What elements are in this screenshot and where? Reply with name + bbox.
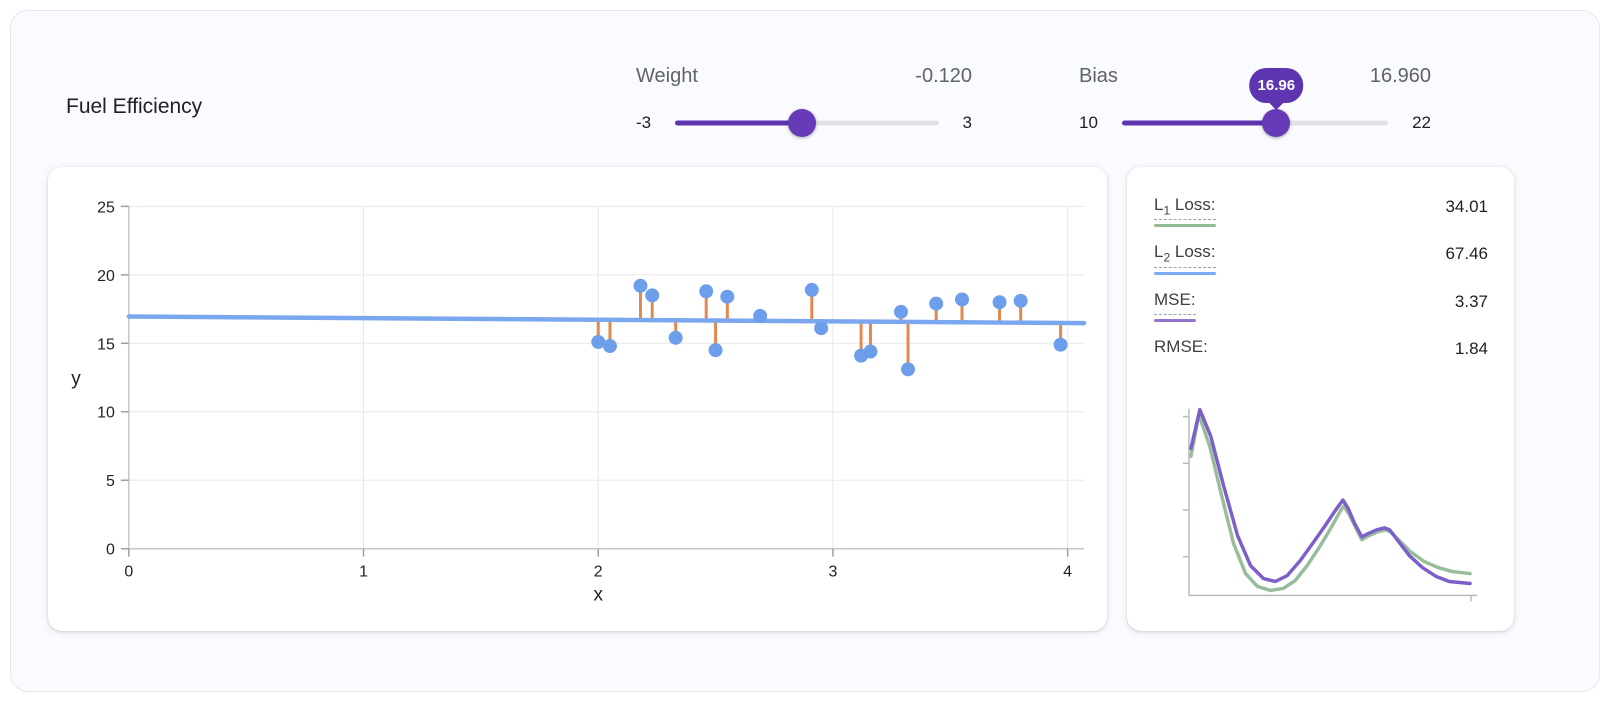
svg-text:10: 10 [97, 405, 115, 422]
weight-control-group: Weight -0.120 -3 3 [636, 65, 972, 137]
weight-max-label: 3 [962, 113, 972, 132]
metric-row-mse: MSE: 3.37 [1154, 290, 1488, 323]
legend-bar-mse [1154, 319, 1196, 323]
weight-slider-fill [675, 120, 802, 126]
metric-row-l2: L2 Loss: 67.46 [1154, 242, 1488, 275]
weight-slider[interactable] [675, 109, 939, 137]
metric-label-l1-loss[interactable]: L1 Loss: [1154, 195, 1216, 228]
svg-text:0: 0 [106, 542, 115, 559]
weight-slider-thumb[interactable] [787, 109, 816, 137]
metric-label-l2-loss[interactable]: L2 Loss: [1154, 242, 1216, 275]
bias-min-label: 10 [1079, 113, 1098, 132]
svg-text:y: y [71, 369, 81, 390]
bias-value: 16.960 [1369, 65, 1431, 87]
metric-value-l1: 34.01 [1445, 197, 1488, 216]
metric-row-rmse: RMSE: 1.84 [1154, 337, 1488, 361]
bias-max-label: 22 [1412, 113, 1431, 132]
bias-control-group: Bias 16.960 10 16.96 22 [1079, 65, 1431, 137]
svg-text:15: 15 [97, 336, 115, 353]
weight-min-label: -3 [636, 113, 652, 132]
metric-value-l2: 67.46 [1445, 244, 1488, 264]
svg-text:5: 5 [106, 473, 115, 490]
svg-text:0: 0 [124, 564, 133, 581]
svg-text:2: 2 [594, 564, 603, 581]
loss-curve-chart [1181, 406, 1488, 606]
svg-text:3: 3 [828, 564, 837, 581]
metric-label-mse[interactable]: MSE: [1154, 290, 1196, 323]
legend-bar-l2 [1154, 271, 1216, 275]
loss-chart-svg [1182, 407, 1478, 601]
bias-slider[interactable]: 16.96 [1121, 68, 1389, 137]
metric-row-l1: L1 Loss: 34.01 [1154, 195, 1488, 228]
metric-label-rmse: RMSE: [1154, 337, 1208, 357]
svg-text:4: 4 [1063, 564, 1072, 581]
metric-value-rmse: 1.84 [1454, 339, 1488, 359]
parameter-controls: Weight -0.120 -3 3 Bias [636, 65, 1431, 137]
bias-label: Bias [1079, 65, 1118, 87]
bias-slider-track[interactable] [1121, 120, 1389, 126]
svg-text:25: 25 [97, 199, 115, 216]
content-row: 0 5 10 15 20 25 0 1 2 3 4 x y L1 Loss: 34.01 L2 Loss… [11, 167, 1599, 631]
page-title: Fuel Efficiency [66, 95, 203, 118]
legend-bar-l1 [1154, 224, 1216, 228]
metric-value-mse: 3.37 [1454, 291, 1488, 311]
bias-value-tooltip: 16.96 [1249, 68, 1304, 103]
scatter-chart-card: 0 5 10 15 20 25 0 1 2 3 4 x y [48, 167, 1107, 631]
app-container: Fuel Efficiency Weight -0.120 -3 3 [10, 10, 1600, 692]
svg-text:x: x [593, 585, 603, 606]
header: Fuel Efficiency Weight -0.120 -3 3 [11, 11, 1599, 167]
svg-text:20: 20 [97, 268, 115, 285]
bias-slider-fill [1121, 120, 1277, 126]
loss-metrics-card: L1 Loss: 34.01 L2 Loss: 67.46 MSE: 3.37 [1127, 167, 1514, 631]
weight-label: Weight [636, 65, 698, 87]
weight-value: -0.120 [915, 65, 972, 87]
main-chart-svg: 0 5 10 15 20 25 0 1 2 3 4 x y [71, 199, 1087, 606]
svg-text:1: 1 [359, 564, 368, 581]
